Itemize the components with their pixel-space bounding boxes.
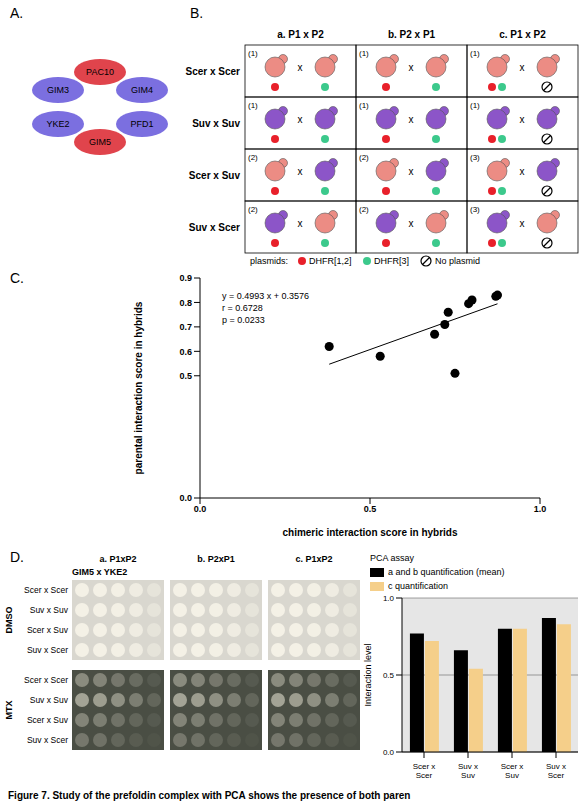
svg-text:DHFR[1,2]: DHFR[1,2]: [309, 256, 352, 266]
svg-text:1.0: 1.0: [383, 594, 395, 603]
svg-text:x: x: [520, 62, 525, 73]
svg-text:DMSO: DMSO: [4, 607, 14, 634]
svg-text:0.5: 0.5: [383, 671, 395, 680]
svg-text:x: x: [520, 166, 525, 177]
svg-text:parental interaction score in: parental interaction score in hybrids: [133, 301, 144, 474]
svg-text:Suv x Scer: Suv x Scer: [189, 222, 240, 233]
svg-text:GIM4: GIM4: [131, 85, 153, 95]
svg-text:(1): (1): [470, 101, 480, 110]
svg-text:A.: A.: [10, 5, 23, 21]
svg-text:GIM3: GIM3: [47, 85, 69, 95]
svg-text:Suv xScer: Suv xScer: [546, 762, 566, 780]
svg-text:GIM5 x YKE2: GIM5 x YKE2: [72, 567, 127, 577]
svg-text:Suv x Suv: Suv x Suv: [30, 695, 69, 705]
html-text:p = 0.0233: p = 0.0233: [222, 315, 265, 325]
svg-text:1.0: 1.0: [534, 504, 547, 514]
svg-text:DHFR[3]: DHFR[3]: [374, 256, 409, 266]
svg-text:Suv x Suv: Suv x Suv: [192, 118, 240, 129]
svg-text:x: x: [409, 114, 414, 125]
svg-text:x: x: [409, 62, 414, 73]
svg-text:x: x: [520, 218, 525, 229]
svg-text:c. P1xP2: c. P1xP2: [295, 554, 332, 564]
html-text:c quantification: c quantification: [388, 581, 448, 591]
svg-text:Suv x Scer: Suv x Scer: [27, 735, 68, 745]
html-text:r = 0.6728: r = 0.6728: [222, 303, 263, 313]
svg-text:Suv x Scer: Suv x Scer: [27, 645, 68, 655]
html-text:C.: C.: [10, 270, 24, 286]
svg-text:(3): (3): [470, 205, 480, 214]
svg-text:a. P1 x P2: a. P1 x P2: [277, 29, 324, 40]
svg-text:Scer x Scer: Scer x Scer: [186, 66, 241, 77]
svg-text:Scer x Suv: Scer x Suv: [27, 625, 69, 635]
html-text:Figure 7. Study of the prefold: Figure 7. Study of the prefoldin complex…: [8, 790, 411, 801]
svg-text:PFD1: PFD1: [130, 119, 153, 129]
svg-text:0.5: 0.5: [364, 504, 377, 514]
svg-text:(1): (1): [248, 49, 258, 58]
svg-text:0.6: 0.6: [179, 347, 192, 357]
svg-text:Scer x Scer: Scer x Scer: [24, 585, 68, 595]
svg-text:x: x: [409, 218, 414, 229]
svg-text:b. P2xP1: b. P2xP1: [197, 554, 235, 564]
svg-text:Scer x Suv: Scer x Suv: [27, 715, 69, 725]
svg-text:0.0: 0.0: [179, 493, 192, 503]
svg-text:Suv x Suv: Suv x Suv: [30, 605, 69, 615]
html-text:y = 0.4993 x + 0.3576: y = 0.4993 x + 0.3576: [222, 291, 310, 301]
svg-text:(3): (3): [470, 153, 480, 162]
html-text:a and b quantification (mean): a and b quantification (mean): [388, 567, 505, 577]
svg-text:MTX: MTX: [4, 701, 14, 720]
svg-text:Scer xScer: Scer xScer: [413, 762, 436, 780]
svg-text:0.0: 0.0: [383, 748, 395, 757]
svg-text:(1): (1): [359, 101, 369, 110]
svg-text:B.: B.: [190, 5, 203, 21]
svg-text:Scer x Suv: Scer x Suv: [189, 170, 241, 181]
svg-text:Scer xSuv: Scer xSuv: [501, 762, 524, 780]
svg-text:Scer x Scer: Scer x Scer: [24, 675, 68, 685]
svg-text:c. P1 x P2: c. P1 x P2: [499, 29, 546, 40]
svg-text:Suv xSuv: Suv xSuv: [458, 762, 478, 780]
svg-text:x: x: [298, 114, 303, 125]
svg-text:(2): (2): [248, 153, 258, 162]
svg-text:0.9: 0.9: [179, 273, 192, 283]
html-text:PCA assay: PCA assay: [370, 553, 414, 563]
svg-text:x: x: [298, 218, 303, 229]
svg-text:(2): (2): [359, 205, 369, 214]
svg-text:(1): (1): [248, 101, 258, 110]
svg-text:chimeric interaction score in: chimeric interaction score in hybrids: [282, 527, 457, 538]
svg-text:(2): (2): [248, 205, 258, 214]
svg-text:x: x: [298, 62, 303, 73]
svg-text:plasmids:: plasmids:: [250, 256, 288, 266]
svg-text:0.8: 0.8: [179, 298, 192, 308]
svg-text:No plasmid: No plasmid: [435, 256, 480, 266]
svg-text:(2): (2): [359, 153, 369, 162]
svg-text:(1): (1): [359, 49, 369, 58]
svg-text:D.: D.: [10, 549, 24, 565]
svg-text:a. P1xP2: a. P1xP2: [99, 554, 136, 564]
svg-text:x: x: [520, 114, 525, 125]
svg-text:b. P2 x P1: b. P2 x P1: [388, 29, 436, 40]
svg-text:YKE2: YKE2: [46, 119, 69, 129]
svg-text:0.7: 0.7: [179, 322, 192, 332]
svg-text:x: x: [409, 166, 414, 177]
svg-text:x: x: [298, 166, 303, 177]
svg-text:Interaction level: Interaction level: [363, 643, 373, 706]
svg-text:0.5: 0.5: [179, 371, 192, 381]
svg-text:0.0: 0.0: [194, 504, 207, 514]
svg-text:PAC10: PAC10: [86, 67, 114, 77]
svg-text:(1): (1): [470, 49, 480, 58]
svg-text:GIM5: GIM5: [89, 137, 111, 147]
